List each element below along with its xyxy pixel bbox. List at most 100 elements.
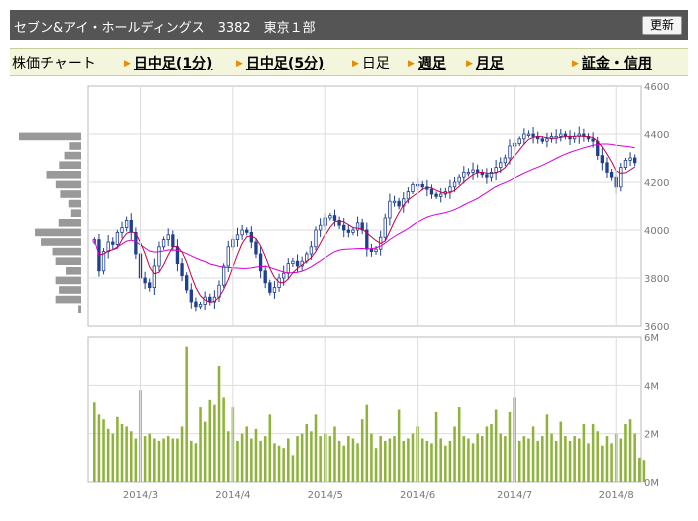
candlestick <box>508 139 512 165</box>
candle-body <box>157 246 161 267</box>
month-tick-label: 2014/4 <box>215 490 250 501</box>
volume-bar <box>125 426 128 482</box>
candle-body <box>633 157 637 164</box>
candlestick <box>411 182 415 194</box>
candle-body <box>531 133 535 137</box>
volume-bar <box>485 426 489 482</box>
candlestick <box>148 278 152 292</box>
candlestick <box>369 243 374 257</box>
volume-panel-frame <box>87 336 642 483</box>
candlestick <box>166 228 170 247</box>
volume-bar <box>591 424 595 482</box>
volume-bar <box>517 440 521 482</box>
stock-title: セブン&アイ・ホールディングス 3382 東京１部 <box>14 21 316 36</box>
volume-bar <box>194 443 198 482</box>
volume-bar <box>171 438 175 482</box>
volume-bar <box>268 414 272 482</box>
volume-bar <box>374 448 378 482</box>
candlestick <box>332 209 337 227</box>
candle-body <box>263 270 267 284</box>
candlestick <box>605 157 609 178</box>
volume-bar <box>388 438 392 482</box>
candle-body <box>383 217 387 238</box>
candlestick <box>309 241 314 260</box>
volume-profile-bar <box>66 267 81 275</box>
candle-body <box>540 138 544 142</box>
volume-bar <box>240 433 244 482</box>
volume-bar <box>102 419 105 482</box>
candlestick <box>475 164 480 178</box>
volume-bar <box>250 438 253 482</box>
candle-body <box>466 171 471 175</box>
candlestick <box>392 195 397 207</box>
candle-body <box>235 234 240 241</box>
volume-profile-bar <box>60 190 81 198</box>
volume-bar <box>236 440 239 482</box>
candle-body <box>452 181 457 188</box>
volume-bar <box>444 445 447 482</box>
volume-bar <box>97 414 101 482</box>
volume-bar <box>180 426 184 482</box>
candle-body <box>161 239 166 248</box>
candle-body <box>609 171 614 178</box>
candlestick <box>471 162 475 180</box>
tab-daily[interactable]: ▶ 日足 <box>352 53 390 73</box>
tab-monthly[interactable]: ▶ 月足 <box>466 53 504 73</box>
refresh-button[interactable]: 更新 <box>641 16 682 35</box>
candle-body <box>420 183 424 188</box>
candlestick <box>124 216 129 232</box>
candle-body <box>221 265 226 286</box>
candle-body <box>295 260 300 267</box>
title-bar: セブン&アイ・ホールディングス 3382 東京１部 更新 <box>10 10 688 40</box>
chart-tab-bar: 株価チャート ▶ 日中足(1分) ▶ 日中足(5分) ▶ 日足 ▶ 週足 ▶ 月足 ▶ 証金… <box>10 48 688 76</box>
volume-bar <box>508 411 512 482</box>
volume-bar <box>120 424 124 482</box>
volume-profile-bar <box>58 219 81 227</box>
short-moving-average-line <box>98 135 635 304</box>
tab-margin-credit[interactable]: ▶ 証金・信用 <box>572 53 652 73</box>
volume-bar <box>397 409 401 482</box>
candle-body <box>406 191 411 200</box>
candlestick <box>397 197 401 210</box>
volume-bar <box>610 443 613 482</box>
month-tick-label: 2014/7 <box>497 490 532 501</box>
candle-body <box>152 265 157 289</box>
candlestick <box>360 218 364 235</box>
candle-body <box>559 133 563 137</box>
candle-body <box>489 171 494 178</box>
volume-bar <box>402 440 406 482</box>
volume-profile-bar <box>55 295 81 304</box>
tab-weekly[interactable]: ▶ 週足 <box>408 53 446 73</box>
volume-bar <box>263 436 267 482</box>
volume-profile-bar <box>69 142 81 150</box>
candle-body <box>600 155 605 164</box>
volume-bar <box>522 436 526 482</box>
candle-body <box>522 133 526 140</box>
candle-body <box>485 174 489 178</box>
candle-body <box>499 162 503 169</box>
candle-body <box>439 193 443 197</box>
volume-bar <box>577 438 581 482</box>
candle-body <box>462 171 466 178</box>
volume-bar <box>642 460 646 482</box>
candlestick <box>448 179 452 199</box>
volume-bar <box>356 443 359 482</box>
candlestick <box>462 166 466 184</box>
volume-bar <box>476 433 479 482</box>
price-tick-label: 4200 <box>644 178 669 189</box>
tab-intraday-1min[interactable]: ▶ 日中足(1分) <box>124 53 212 73</box>
volume-profile-bar <box>59 161 81 169</box>
candlestick <box>120 221 124 239</box>
candlestick <box>134 227 138 260</box>
volume-bar <box>550 433 553 482</box>
candle-body <box>175 246 180 265</box>
candle-body <box>166 234 170 241</box>
candle-body <box>148 282 152 288</box>
tab-intraday-5min[interactable]: ▶ 日中足(5分) <box>236 53 324 73</box>
candle-body <box>605 162 609 173</box>
candle-body <box>411 183 415 192</box>
month-tick-label: 2014/6 <box>400 490 435 501</box>
arrow-right-icon: ▶ <box>352 59 359 69</box>
candlestick <box>388 193 392 226</box>
